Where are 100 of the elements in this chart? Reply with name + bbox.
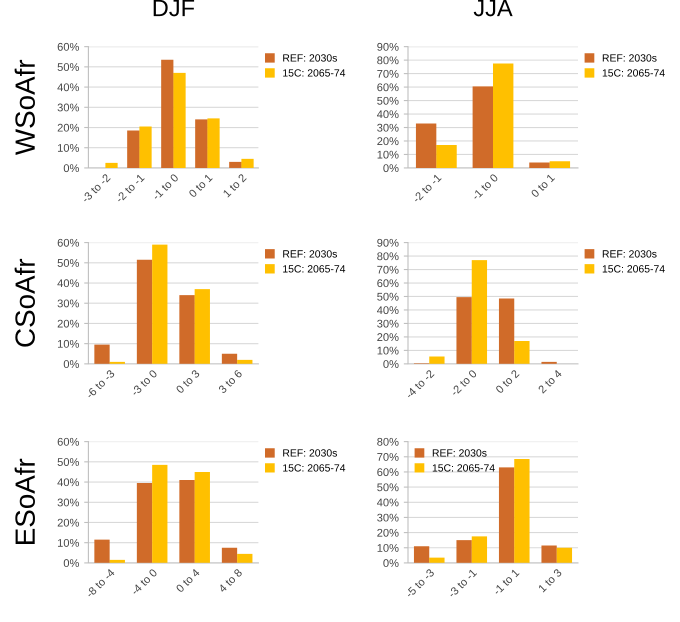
bar <box>152 464 168 563</box>
x-tick-label: -3 to 0 <box>130 369 158 396</box>
bar <box>514 340 530 364</box>
bar <box>222 354 238 364</box>
bar <box>456 297 472 364</box>
bar <box>194 289 210 364</box>
bar <box>498 298 514 364</box>
x-tick-label: 0 to 3 <box>176 369 200 394</box>
bar <box>472 86 493 168</box>
bar <box>152 244 168 364</box>
bar <box>161 60 174 168</box>
y-axis-title: WSoAfr <box>14 60 35 156</box>
bar <box>541 545 557 563</box>
legend-label: REF: 2030s <box>283 250 337 258</box>
y-tick-label: 70% <box>377 266 399 274</box>
y-tick-label: 90% <box>377 42 399 51</box>
x-tick-label: -2 to -1 <box>115 173 145 204</box>
bar <box>550 161 570 168</box>
x-tick-label: -2 to -1 <box>412 173 442 204</box>
y-tick-label: 80% <box>377 438 399 446</box>
y-tick-label: 90% <box>377 238 399 247</box>
bar <box>529 162 550 168</box>
bar <box>136 260 152 364</box>
y-tick-label: 50% <box>58 63 79 71</box>
legend-label: 15C: 2065-74 <box>283 464 346 472</box>
y-tick-label: 10% <box>378 544 399 552</box>
x-tick-label: 3 to 6 <box>218 369 243 394</box>
legend-label: REF: 2030s <box>283 449 337 457</box>
bar <box>94 344 110 364</box>
y-tick-label: 40% <box>57 83 79 92</box>
y-tick-label: 0% <box>383 164 399 172</box>
bar <box>241 158 254 168</box>
y-tick-label: 60% <box>58 438 79 446</box>
y-tick-label: 20% <box>58 124 79 132</box>
y-tick-label: 0% <box>64 164 79 172</box>
y-tick-label: 20% <box>377 137 399 146</box>
y-tick-label: 50% <box>377 483 399 492</box>
bar <box>94 540 110 563</box>
bar <box>456 540 472 563</box>
y-tick-label: 60% <box>377 279 399 288</box>
y-tick-label: 10% <box>58 340 79 348</box>
x-tick-label: -1 to 0 <box>471 173 498 200</box>
chart-title: DJF <box>154 0 194 16</box>
x-tick-label: 0 to 4 <box>176 568 200 593</box>
x-tick-label: 1 to 2 <box>222 173 247 198</box>
x-tick-label: -8 to -4 <box>85 568 116 598</box>
chart-title: JJA <box>474 0 513 16</box>
x-tick-label: -4 to -2 <box>404 369 435 400</box>
y-tick-label: 50% <box>377 292 399 301</box>
y-tick-label: 40% <box>376 110 399 118</box>
bar <box>207 118 220 168</box>
y-tick-label: 10% <box>58 144 79 152</box>
y-axis-title: ESoAfr <box>14 458 35 544</box>
y-tick-label: 20% <box>58 320 79 328</box>
x-tick-label: -3 to -1 <box>447 568 478 598</box>
y-tick-label: 10% <box>378 150 399 159</box>
y-tick-label: 0% <box>383 559 399 568</box>
bar <box>195 119 208 168</box>
y-tick-label: 0% <box>64 360 79 368</box>
bar <box>472 536 488 563</box>
y-tick-label: 50% <box>58 458 79 466</box>
bar <box>105 162 118 168</box>
bar <box>229 162 242 168</box>
bar <box>179 480 195 563</box>
legend-label: REF: 2030s <box>283 54 337 62</box>
bar <box>194 472 210 563</box>
bar <box>436 145 457 168</box>
x-tick-label: 1 to 3 <box>538 568 562 593</box>
y-tick-label: 70% <box>377 453 399 461</box>
y-tick-label: 50% <box>58 259 79 267</box>
y-tick-label: 60% <box>377 83 399 92</box>
bar <box>472 260 488 364</box>
x-tick-label: 0 to 1 <box>530 173 556 198</box>
x-tick-label: -1 to 1 <box>492 568 520 596</box>
y-tick-label: 40% <box>376 498 399 506</box>
y-tick-label: 60% <box>58 238 79 247</box>
y-tick-label: 40% <box>57 478 79 486</box>
bar <box>514 459 530 563</box>
bar <box>416 123 436 168</box>
bar <box>127 130 140 168</box>
x-tick-label: 0 to 1 <box>188 173 213 198</box>
y-tick-label: 80% <box>377 252 399 260</box>
bar <box>498 467 514 563</box>
bar <box>139 126 152 168</box>
legend-label: REF: 2030s <box>602 250 657 258</box>
y-axis-title: CSoAfr <box>14 258 35 347</box>
x-tick-label: -4 to 0 <box>130 568 158 596</box>
bar <box>429 558 445 563</box>
bar <box>556 548 572 563</box>
x-tick-label: -1 to 0 <box>152 173 179 200</box>
bar <box>493 63 514 168</box>
legend-label: 15C: 2065-74 <box>432 464 495 472</box>
y-tick-label: 30% <box>377 320 399 328</box>
y-tick-label: 40% <box>376 306 399 314</box>
y-tick-label: 70% <box>377 70 399 78</box>
y-tick-label: 30% <box>377 514 399 522</box>
x-tick-label: -3 to -2 <box>81 173 111 204</box>
legend-label: REF: 2030s <box>602 54 657 62</box>
y-tick-label: 30% <box>58 498 79 506</box>
legend-label: 15C: 2065-74 <box>602 265 665 273</box>
